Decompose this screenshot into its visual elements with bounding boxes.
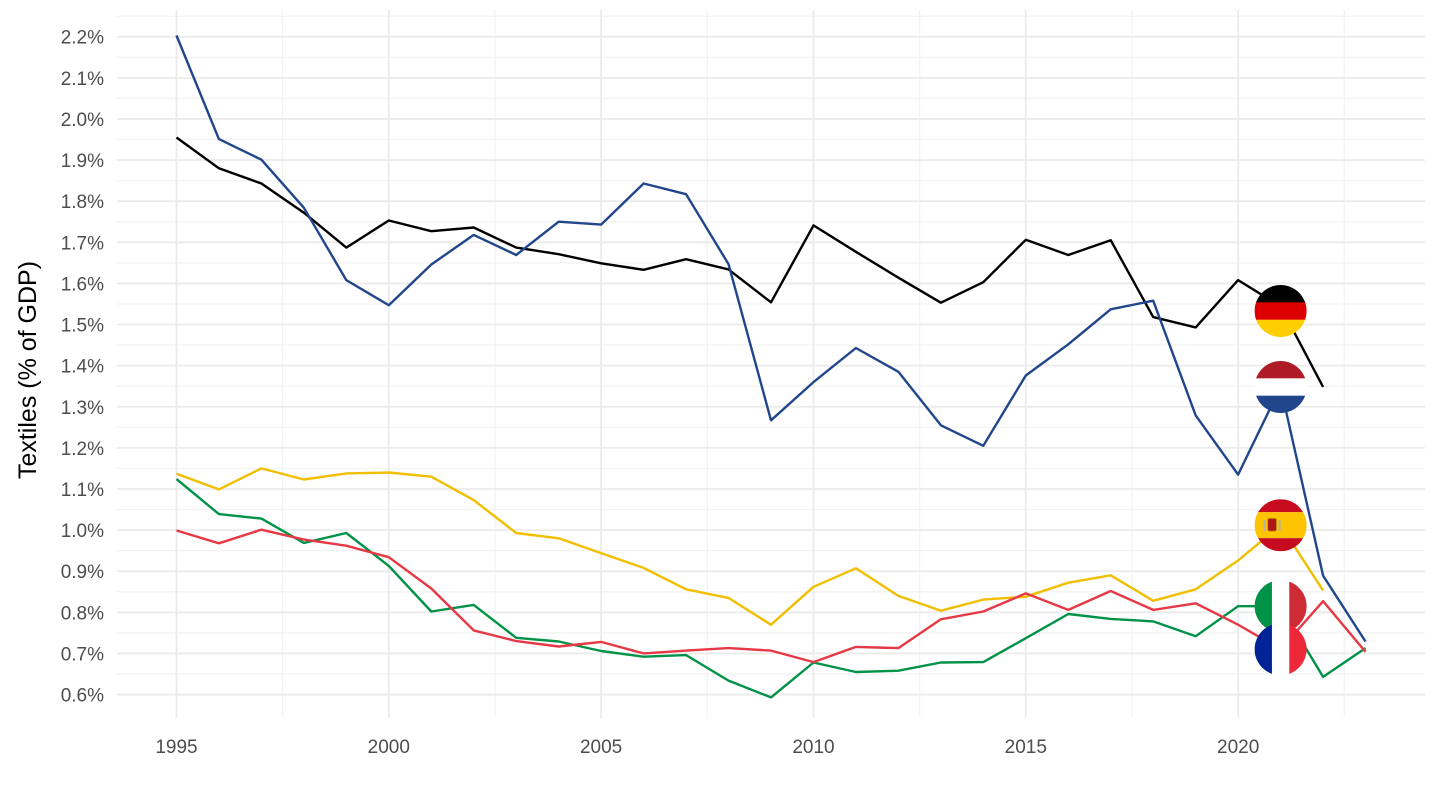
flag-markers — [1254, 285, 1307, 676]
x-tick-label: 1995 — [155, 737, 197, 758]
y-axis-title: Textiles (% of GDP) — [14, 261, 42, 479]
y-tick-label: 1.7% — [61, 233, 104, 254]
france-series-line — [176, 528, 1367, 664]
y-tick-label: 0.7% — [61, 644, 104, 665]
y-tick-label: 2.1% — [61, 69, 104, 90]
italy-flag-icon — [1254, 580, 1307, 633]
y-tick-label: 2.2% — [61, 28, 104, 49]
x-tick-label: 2005 — [580, 737, 622, 758]
x-tick-label: 2015 — [1005, 737, 1047, 758]
x-axis-tick-labels: 1995 2000 2005 2010 2015 2020 — [155, 737, 1259, 758]
y-tick-label: 1.1% — [61, 480, 104, 501]
y-tick-label: 1.6% — [61, 274, 104, 295]
spain-series-line — [176, 467, 1325, 626]
y-tick-label: 1.0% — [61, 521, 104, 542]
y-tick-label: 0.8% — [61, 603, 104, 624]
y-tick-label: 1.4% — [61, 357, 104, 378]
y-tick-label: 2.0% — [61, 110, 104, 131]
y-tick-label: 0.9% — [61, 562, 104, 583]
netherlands-flag-icon — [1254, 361, 1307, 413]
germany-series-line — [175, 136, 1325, 388]
y-tick-label: 1.9% — [61, 151, 104, 172]
y-tick-label: 1.8% — [61, 192, 104, 213]
major-gridlines — [117, 10, 1425, 718]
x-tick-label: 2010 — [792, 737, 834, 758]
x-tick-label: 2020 — [1217, 737, 1259, 758]
y-tick-label: 1.2% — [61, 439, 104, 460]
series-lines — [175, 35, 1367, 699]
netherlands-series-line — [175, 35, 1367, 643]
spain-flag-icon — [1254, 499, 1307, 552]
y-tick-label: 1.5% — [61, 316, 104, 337]
y-tick-label: 1.3% — [61, 398, 104, 419]
germany-flag-icon — [1254, 285, 1307, 337]
y-axis-tick-labels: 0.6% 0.7% 0.8% 0.9% 1.0% 1.1% 1.2% 1.3% 1.4% 1.5%… — [61, 28, 104, 707]
y-tick-label: 0.6% — [61, 686, 104, 707]
italy-series-line — [175, 478, 1367, 699]
x-tick-label: 2000 — [368, 737, 410, 758]
france-flag-icon — [1254, 623, 1307, 676]
